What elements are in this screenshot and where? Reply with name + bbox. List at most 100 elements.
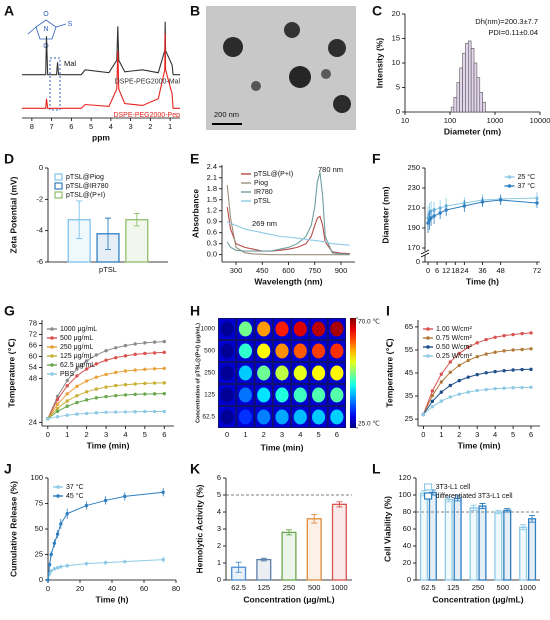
y-axis-title: Diameter (nm) (380, 186, 390, 243)
heat-cell (220, 321, 234, 337)
y-axis-title: Concentration of pTSL@(P+I) (μg/mL) (195, 323, 201, 423)
y-tick-label: 250 (407, 163, 420, 172)
x-axis-title: Diameter (nm) (444, 126, 501, 136)
data-point (484, 387, 488, 392)
data-point (520, 347, 524, 352)
data-point (55, 414, 60, 419)
axis-break (420, 252, 430, 258)
legend-label: 1000 μg/mL (60, 326, 97, 333)
heat-cell (238, 387, 253, 403)
heat-cell (238, 321, 253, 337)
data-point (448, 395, 452, 399)
vesicle (321, 69, 331, 79)
data-point (55, 566, 60, 570)
x-tick-label: 10 (401, 116, 409, 125)
data-point (457, 378, 461, 383)
legend-label: 25 °C (518, 173, 536, 181)
x-tick-label: 500 (308, 583, 321, 592)
x-tick-label: 250 (472, 583, 485, 592)
data-point (520, 331, 524, 336)
x-tick-label: 40 (108, 584, 116, 593)
error-bar (470, 504, 477, 511)
data-point (65, 404, 69, 408)
y-tick-label: 0.3 (207, 239, 217, 248)
x-tick-label: 3 (104, 430, 108, 439)
x-tick-label: 5 (316, 430, 320, 439)
x-tick-label: 7 (50, 122, 54, 131)
bar (469, 507, 478, 581)
x-tick-label: 1000 (487, 116, 504, 125)
series-line (47, 491, 164, 581)
vesicle (333, 95, 351, 113)
y-tick-label: 20 (403, 558, 411, 567)
y-tick-label: 250 (204, 370, 215, 377)
colorbar (350, 318, 356, 428)
x-axis-title: Time (h) (96, 594, 129, 604)
series-line (226, 207, 350, 255)
data-point (498, 198, 503, 202)
data-point (55, 409, 60, 414)
data-point (104, 385, 108, 389)
data-point (162, 381, 166, 385)
data-point (49, 569, 53, 573)
y-tick-label: 1.5 (207, 195, 217, 204)
data-point (46, 416, 50, 421)
y-tick-label: 0 (396, 107, 400, 116)
x-tick-label: 750 (308, 266, 321, 275)
y-tick-label: 5 (217, 490, 221, 499)
data-point (55, 394, 60, 399)
heat-cell (275, 343, 289, 359)
panel-label: D (4, 151, 14, 167)
data-point (529, 347, 533, 351)
x-tick-label: 2 (262, 430, 266, 439)
data-point (133, 342, 137, 346)
x-tick-label: pTSL (99, 265, 117, 274)
panel-label: I (386, 303, 390, 319)
data-point (133, 382, 137, 386)
legend-marker (56, 494, 60, 498)
panel-label: B (190, 3, 200, 19)
error-bar (286, 529, 292, 536)
x-tick-label: 500 (497, 583, 510, 592)
histogram-bar (470, 47, 475, 113)
data-point (84, 561, 89, 566)
y-axis-title: Hemolytic Activity (%) (194, 484, 204, 573)
x-tick-label: 4 (109, 122, 113, 131)
data-point (123, 393, 128, 397)
data-point (444, 208, 448, 212)
data-point (123, 410, 128, 414)
x-tick-label: 3 (129, 122, 133, 131)
bar (281, 531, 297, 581)
data-point (55, 532, 60, 536)
y-tick-label: 48 (29, 373, 37, 382)
x-tick-label: 250 (283, 583, 296, 592)
legend-label: pTSL (254, 198, 271, 205)
heat-cell (330, 343, 344, 359)
y-tick-label: 0 (407, 575, 411, 584)
error-bar (133, 212, 140, 227)
legend-label: 1.00 W/cm² (436, 326, 472, 333)
bond (55, 23, 67, 28)
histogram-bar (462, 52, 466, 113)
annotation: PDI=0.11±0.04 (488, 28, 538, 37)
heat-cell (330, 321, 344, 337)
data-point (75, 393, 79, 398)
data-point (123, 354, 128, 358)
data-point (55, 397, 60, 402)
data-point (65, 392, 69, 396)
data-point (94, 396, 99, 400)
legend-swatch (424, 492, 433, 500)
x-tick-label: 125 (258, 583, 271, 592)
data-point (46, 578, 50, 582)
data-point (430, 393, 435, 398)
data-point (123, 343, 128, 348)
data-point (75, 400, 79, 405)
data-point (65, 378, 69, 383)
vesicle (289, 66, 311, 88)
y-tick-label: 210 (407, 203, 420, 212)
x-tick-label: 62.5 (231, 583, 246, 592)
y-tick-label: 1 (217, 558, 221, 567)
heat-cell (293, 321, 307, 337)
data-point (84, 390, 89, 394)
x-tick-label: 12 (442, 266, 450, 275)
